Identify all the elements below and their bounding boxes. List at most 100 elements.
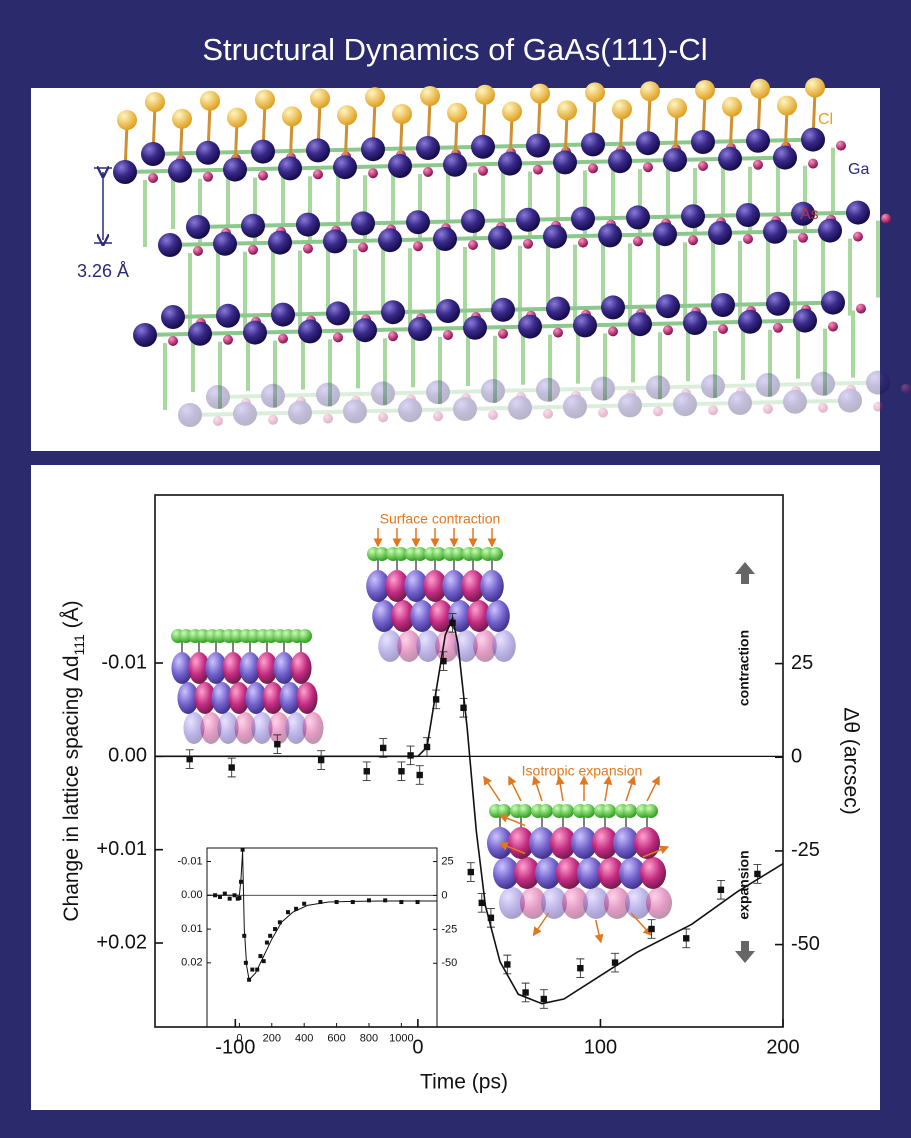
ga-atom xyxy=(296,213,320,237)
atom xyxy=(486,600,510,632)
as-atom xyxy=(478,166,488,176)
ga-atom xyxy=(186,215,210,239)
as-atom xyxy=(413,241,423,251)
cl-atom xyxy=(667,98,687,118)
ga-atom xyxy=(498,152,522,176)
ga-atom xyxy=(213,232,237,256)
as-atom xyxy=(278,334,288,344)
as-atom xyxy=(808,159,818,169)
ga-atom xyxy=(436,299,460,323)
page-title: Structural Dynamics of GaAs(111)-Cl xyxy=(202,32,707,67)
cl-atom xyxy=(489,547,503,561)
as-atom xyxy=(881,214,891,224)
ga-atom xyxy=(408,317,432,341)
data-point xyxy=(398,768,404,774)
data-point xyxy=(522,989,528,995)
data-point xyxy=(718,887,724,893)
as-atom xyxy=(368,168,378,178)
data-point xyxy=(754,871,760,877)
ga-atom xyxy=(326,301,350,325)
ga-atom xyxy=(323,229,347,253)
ga-atom xyxy=(821,291,845,315)
as-atom xyxy=(598,408,608,418)
as-atom xyxy=(148,173,158,183)
cl-atom xyxy=(310,88,330,108)
x-tick-label: 1000 xyxy=(389,1032,413,1044)
data-point xyxy=(648,926,654,932)
ga-atom xyxy=(866,371,890,395)
as-atom xyxy=(223,335,233,345)
as-atom xyxy=(488,410,498,420)
ga-atom xyxy=(453,397,477,421)
ga-atom xyxy=(353,318,377,342)
cl-atom xyxy=(518,804,532,818)
ga-atom xyxy=(206,385,230,409)
ga-atom xyxy=(481,379,505,403)
cl-atom xyxy=(777,96,797,116)
as-atom xyxy=(798,233,808,243)
data-point xyxy=(318,757,324,763)
ga-atom xyxy=(158,233,182,257)
ga-atom xyxy=(508,396,532,420)
cl-atom xyxy=(530,84,550,104)
data-point xyxy=(417,772,423,778)
ga-atom xyxy=(188,322,212,346)
cl-atom xyxy=(337,105,357,125)
ga-atom xyxy=(738,310,762,334)
cl-atom xyxy=(585,82,605,102)
ga-atom xyxy=(271,303,295,327)
cl-atom xyxy=(475,85,495,105)
ga-atom xyxy=(663,148,687,172)
ga-atom xyxy=(553,150,577,174)
as-atom xyxy=(828,322,838,332)
ga-atom xyxy=(306,138,330,162)
as-atom xyxy=(258,171,268,181)
ga-atom xyxy=(526,134,550,158)
cl-atom xyxy=(172,109,192,129)
y-tick-label: -0.01 xyxy=(101,651,147,673)
as-label: As xyxy=(800,206,819,223)
as-atom xyxy=(533,165,543,175)
x-tick-label: 0 xyxy=(236,1032,242,1044)
ga-atom xyxy=(516,208,540,232)
as-atom xyxy=(443,330,453,340)
cl-atom xyxy=(282,106,302,126)
cl-atom xyxy=(227,108,247,128)
ga-atom xyxy=(316,383,340,407)
ga-atom xyxy=(838,389,862,413)
y-axis-label-unit: (Å) xyxy=(60,600,83,634)
as-atom xyxy=(818,403,828,413)
x-tick-label: -100 xyxy=(215,1036,255,1058)
as-atom xyxy=(193,246,203,256)
y2-tick-label: -25 xyxy=(791,839,820,861)
as-atom xyxy=(203,172,213,182)
page: Structural Dynamics of GaAs(111)-Cl Cl G… xyxy=(0,0,911,1133)
ga-atom xyxy=(488,226,512,250)
as-atom xyxy=(873,402,883,412)
cl-atom xyxy=(145,92,165,112)
y-tick-label: 0.00 xyxy=(108,745,147,767)
cl-atom xyxy=(695,80,715,100)
ga-atom xyxy=(388,154,412,178)
data-point xyxy=(228,764,234,770)
annotation: contraction xyxy=(736,630,752,706)
as-atom xyxy=(753,160,763,170)
cl-atom xyxy=(623,804,637,818)
cl-atom xyxy=(722,97,742,117)
atom xyxy=(296,682,317,714)
ga-atom xyxy=(818,219,842,243)
data-point xyxy=(286,910,290,914)
atom xyxy=(640,857,666,889)
atom xyxy=(646,887,672,919)
ga-atom xyxy=(636,131,660,155)
ga-atom xyxy=(646,375,670,399)
y-tick-label: +0.01 xyxy=(96,838,147,860)
as-atom xyxy=(643,162,653,172)
atom xyxy=(302,712,323,744)
ga-atom xyxy=(656,294,680,318)
figure: Structural Dynamics of GaAs(111)-Cl Cl G… xyxy=(0,0,911,1133)
cl-atom xyxy=(581,804,595,818)
ga-atom xyxy=(728,391,752,415)
as-atom xyxy=(578,238,588,248)
ga-atom xyxy=(801,128,825,152)
